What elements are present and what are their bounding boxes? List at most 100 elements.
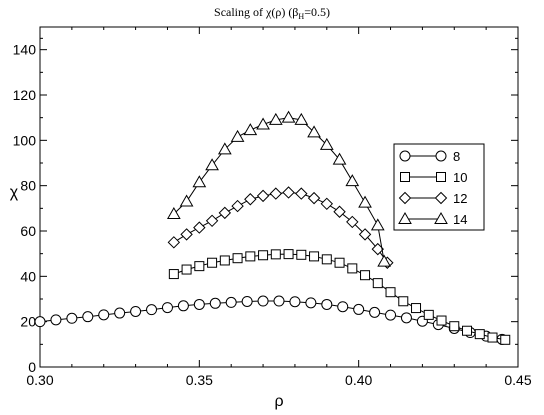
chart-title: Scaling of χ(ρ) (βH=0.5) bbox=[214, 5, 330, 21]
diamond-marker bbox=[231, 199, 244, 213]
diamond-marker bbox=[193, 221, 206, 234]
square-marker bbox=[168, 269, 179, 280]
diamond-marker bbox=[205, 214, 219, 228]
circle-marker bbox=[98, 309, 110, 321]
diamond-marker bbox=[333, 205, 346, 218]
series-12 bbox=[167, 186, 394, 269]
square-marker bbox=[232, 253, 243, 264]
circle-marker bbox=[399, 150, 411, 162]
x-tick-label: 0.40 bbox=[345, 372, 372, 388]
square-marker bbox=[296, 249, 307, 260]
triangle-marker bbox=[217, 142, 232, 155]
y-tick-label: 80 bbox=[20, 178, 36, 194]
legend-label: 10 bbox=[453, 170, 467, 185]
legend-item-8: 8 bbox=[399, 149, 460, 164]
x-tick-label: 0.30 bbox=[26, 372, 53, 388]
circle-marker bbox=[161, 302, 173, 314]
series-group bbox=[34, 110, 511, 345]
series-line bbox=[173, 117, 385, 262]
legend-item-10: 10 bbox=[400, 170, 467, 185]
legend-label: 14 bbox=[453, 212, 467, 227]
series-line bbox=[39, 300, 503, 340]
x-axis-label: ρ bbox=[274, 393, 283, 410]
circle-marker bbox=[435, 150, 447, 162]
circle-marker bbox=[130, 305, 142, 317]
diamond-marker bbox=[346, 215, 359, 229]
square-marker bbox=[181, 264, 192, 275]
plot-frame bbox=[39, 26, 519, 368]
diamond-marker bbox=[282, 186, 295, 199]
circle-marker bbox=[400, 312, 412, 324]
chart-title-subscript: H bbox=[298, 12, 304, 21]
y-axis-label: χ bbox=[10, 184, 19, 201]
square-marker bbox=[500, 334, 511, 345]
x-tick-label: 0.35 bbox=[186, 372, 213, 388]
diamond-marker bbox=[256, 189, 270, 203]
diamond-marker bbox=[358, 228, 372, 241]
circle-marker bbox=[34, 316, 46, 328]
circle-marker bbox=[209, 297, 221, 309]
y-tick-label: 140 bbox=[13, 42, 37, 58]
square-marker bbox=[398, 296, 409, 307]
x-tick-label: 0.45 bbox=[504, 372, 531, 388]
circle-marker bbox=[241, 295, 253, 307]
legend: 8 10 12 14 bbox=[393, 143, 485, 231]
circle-marker bbox=[225, 296, 237, 308]
diamond-marker bbox=[244, 193, 257, 206]
y-tick-label: 60 bbox=[20, 223, 36, 239]
triangle-marker bbox=[205, 158, 219, 171]
chart-title-main: Scaling of χ(ρ) (β bbox=[214, 5, 298, 19]
square-marker bbox=[436, 172, 446, 182]
circle-marker bbox=[305, 297, 317, 309]
circle-marker bbox=[114, 307, 126, 319]
triangle-marker bbox=[398, 211, 412, 224]
square-marker bbox=[283, 249, 294, 260]
triangle-marker bbox=[192, 175, 207, 188]
circle-marker bbox=[337, 301, 349, 313]
triangle-marker bbox=[370, 218, 385, 231]
circle-marker bbox=[146, 304, 158, 316]
circle-marker bbox=[82, 311, 94, 323]
square-marker bbox=[462, 325, 473, 336]
triangle-marker bbox=[179, 194, 194, 207]
square-marker bbox=[270, 249, 281, 260]
y-tick-label: 20 bbox=[20, 314, 36, 330]
square-marker bbox=[194, 261, 205, 272]
y-tick-label: 120 bbox=[13, 87, 37, 103]
square-marker bbox=[334, 257, 345, 268]
circle-marker bbox=[385, 309, 397, 321]
square-marker bbox=[436, 315, 447, 326]
legend-label: 12 bbox=[453, 191, 467, 206]
square-marker bbox=[400, 172, 410, 182]
triangle-marker bbox=[319, 137, 334, 150]
series-8 bbox=[34, 295, 508, 345]
square-marker bbox=[385, 287, 396, 298]
diamond-marker bbox=[434, 191, 448, 205]
diamond-marker bbox=[295, 187, 308, 200]
triangle-marker bbox=[281, 110, 296, 123]
y-tick-label: 100 bbox=[13, 132, 37, 148]
square-marker bbox=[258, 250, 269, 261]
circle-marker bbox=[353, 303, 365, 315]
legend-items: 8 10 12 14 bbox=[398, 149, 467, 227]
square-marker bbox=[474, 329, 485, 340]
circle-marker bbox=[273, 295, 285, 307]
triangle-marker bbox=[358, 195, 372, 208]
square-marker bbox=[487, 332, 498, 343]
series-10 bbox=[168, 249, 511, 345]
square-marker bbox=[411, 303, 422, 314]
triangle-marker bbox=[166, 206, 181, 219]
square-marker bbox=[372, 278, 383, 289]
circle-marker bbox=[177, 300, 189, 312]
square-marker bbox=[219, 255, 230, 266]
square-marker bbox=[321, 254, 332, 265]
legend-item-14: 14 bbox=[398, 211, 467, 227]
triangle-marker bbox=[230, 129, 245, 142]
series-14 bbox=[166, 110, 392, 267]
triangle-marker bbox=[434, 211, 448, 224]
triangle-marker bbox=[294, 112, 309, 125]
square-marker bbox=[347, 263, 358, 274]
triangle-marker bbox=[377, 254, 392, 267]
y-tick-label: 0 bbox=[28, 359, 36, 375]
